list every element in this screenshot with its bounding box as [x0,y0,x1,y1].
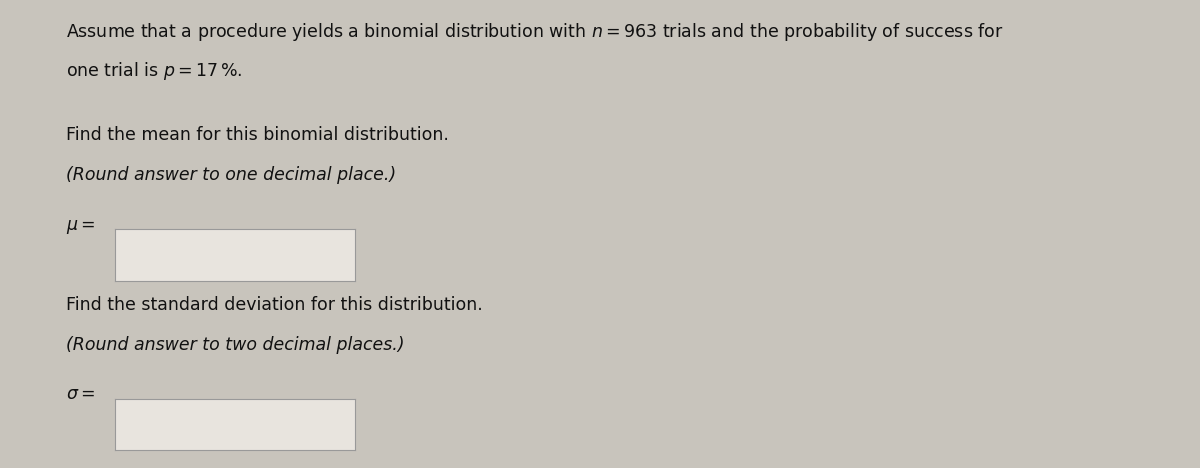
Text: (Round answer to two decimal places.): (Round answer to two decimal places.) [66,336,404,353]
Text: Find the mean for this binomial distribution.: Find the mean for this binomial distribu… [66,126,449,144]
Text: $\mu =$: $\mu =$ [66,218,96,235]
Text: Find the standard deviation for this distribution.: Find the standard deviation for this dis… [66,296,482,314]
Text: one trial is $p = 17\,\%$.: one trial is $p = 17\,\%$. [66,60,242,82]
Text: (Round answer to one decimal place.): (Round answer to one decimal place.) [66,166,396,184]
Text: $\sigma =$: $\sigma =$ [66,385,95,402]
Text: Assume that a procedure yields a binomial distribution with $n = 963$ trials and: Assume that a procedure yields a binomia… [66,21,1003,43]
